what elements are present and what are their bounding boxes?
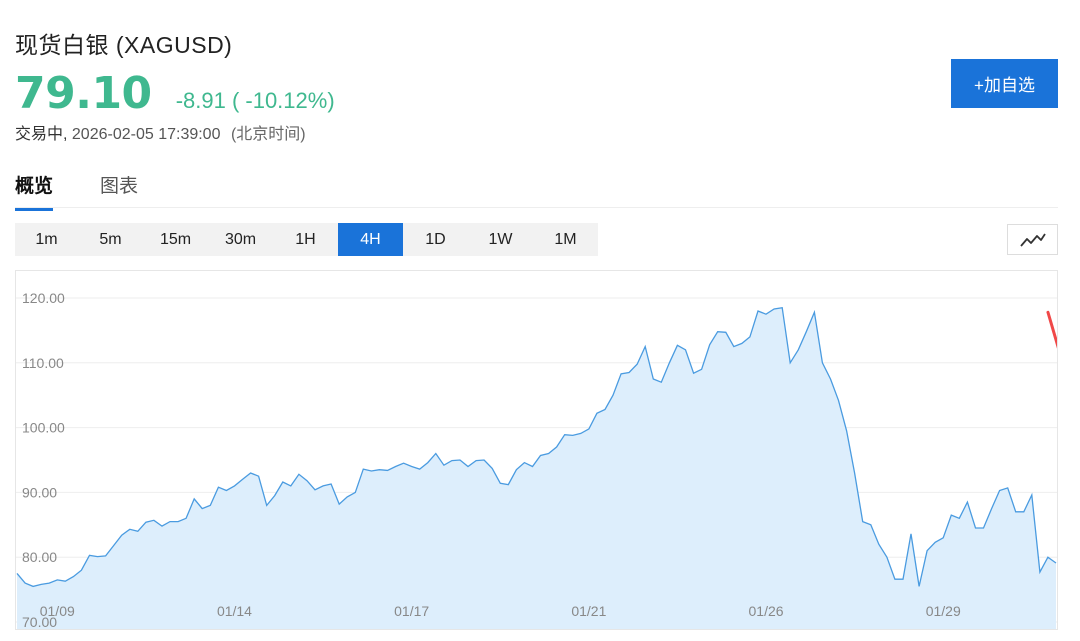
price-chart-svg: 120.00 110.00 100.00 90.00 80.00 70.00 01/09 0… xyxy=(16,290,1057,630)
x-tick-label: 01/21 xyxy=(571,603,606,619)
price-row: 79.10 -8.91 ( -10.12%) xyxy=(15,68,335,119)
trading-status: 交易中, 2026-02-05 17:39:00 (北京时间) xyxy=(15,120,306,144)
y-tick-label: 100.00 xyxy=(22,420,65,436)
period-15m[interactable]: 15m xyxy=(159,230,192,248)
add-to-watchlist-button[interactable]: +加自选 xyxy=(951,59,1058,108)
last-price: 79.10 xyxy=(15,68,152,119)
x-tick-label: 01/09 xyxy=(40,603,75,619)
x-tick-label: 01/29 xyxy=(926,603,961,619)
view-tabs: 概览 图表 xyxy=(15,168,1058,211)
price-area xyxy=(17,307,1056,629)
period-4h[interactable]: 4H xyxy=(338,223,403,256)
period-1m[interactable]: 1m xyxy=(35,230,58,248)
period-1w[interactable]: 1W xyxy=(488,230,513,248)
quote-timezone: (北京时间) xyxy=(230,126,306,143)
line-chart-icon xyxy=(1019,233,1046,247)
instrument-name: 现货白银 xyxy=(15,32,109,58)
period-1h[interactable]: 1H xyxy=(295,230,316,248)
arrow-shaft xyxy=(1046,310,1057,349)
y-tick-label: 120.00 xyxy=(22,290,65,306)
period-selector: 1m 5m 15m 30m 1H 4H 1D 1W 1M xyxy=(15,223,598,256)
y-tick-label: 90.00 xyxy=(22,484,57,500)
y-tick-label: 80.00 xyxy=(22,549,57,565)
y-axis-ticks: 120.00 110.00 100.00 90.00 80.00 70.00 xyxy=(22,290,65,630)
price-chart[interactable]: 120.00 110.00 100.00 90.00 80.00 70.00 01/09 0… xyxy=(15,270,1058,630)
quote-datetime: 2026-02-05 17:39:00 xyxy=(71,126,221,143)
instrument-title: 现货白银 (XAGUSD) xyxy=(15,26,232,60)
period-5m[interactable]: 5m xyxy=(99,230,122,248)
tab-overview[interactable]: 概览 xyxy=(15,171,54,211)
period-1d[interactable]: 1D xyxy=(425,230,446,248)
tab-chart[interactable]: 图表 xyxy=(100,176,139,197)
price-line xyxy=(16,306,1057,588)
x-tick-label: 01/14 xyxy=(217,603,252,619)
trend-arrow xyxy=(1046,310,1057,349)
y-tick-label: 110.00 xyxy=(22,355,64,371)
chart-type-button[interactable] xyxy=(1007,224,1058,255)
x-tick-label: 01/26 xyxy=(749,603,784,619)
price-change: -8.91 ( -10.12%) xyxy=(175,88,335,113)
status-text: 交易中, xyxy=(15,126,68,143)
instrument-symbol: (XAGUSD) xyxy=(115,32,233,58)
period-1mo[interactable]: 1M xyxy=(554,230,577,248)
x-tick-label: 01/17 xyxy=(394,603,429,619)
y-tick-label: 70.00 xyxy=(22,614,57,630)
period-30m[interactable]: 30m xyxy=(224,230,257,248)
